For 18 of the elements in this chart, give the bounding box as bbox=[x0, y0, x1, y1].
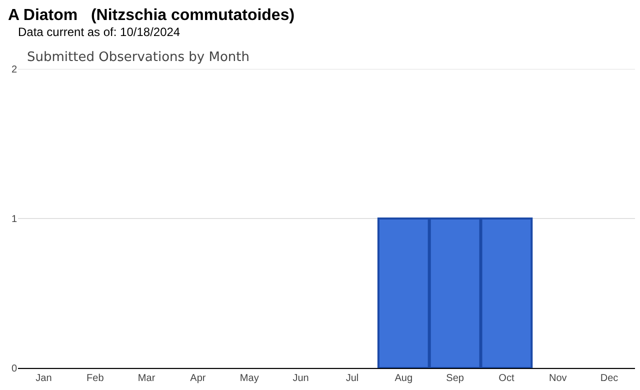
y-tick-label: 2 bbox=[11, 64, 18, 76]
chart-subtitle: Data current as of: 10/18/2024 bbox=[18, 25, 180, 39]
chart-title: A Diatom (Nitzschia commutatoides) bbox=[8, 7, 295, 24]
x-tick-label: Mar bbox=[138, 373, 156, 384]
x-tick-label: Dec bbox=[600, 373, 618, 384]
x-tick-label: Aug bbox=[394, 373, 413, 384]
text: Submitted Observations by Month bbox=[27, 50, 250, 65]
x-tick-label: Nov bbox=[548, 373, 567, 384]
y-tick-label: 1 bbox=[11, 214, 18, 225]
x-tick-label: Jul bbox=[346, 373, 359, 384]
x-tick-label: May bbox=[240, 373, 259, 384]
x-tick-label: Apr bbox=[190, 373, 206, 384]
x-tick-label: Jun bbox=[292, 373, 309, 384]
x-tick-label: Jan bbox=[36, 373, 52, 384]
x-tick-label: Oct bbox=[498, 373, 514, 384]
x-tick-label: Feb bbox=[86, 373, 104, 384]
x-tick-label: Sep bbox=[446, 373, 464, 384]
y-tick-label: 0 bbox=[11, 364, 18, 374]
